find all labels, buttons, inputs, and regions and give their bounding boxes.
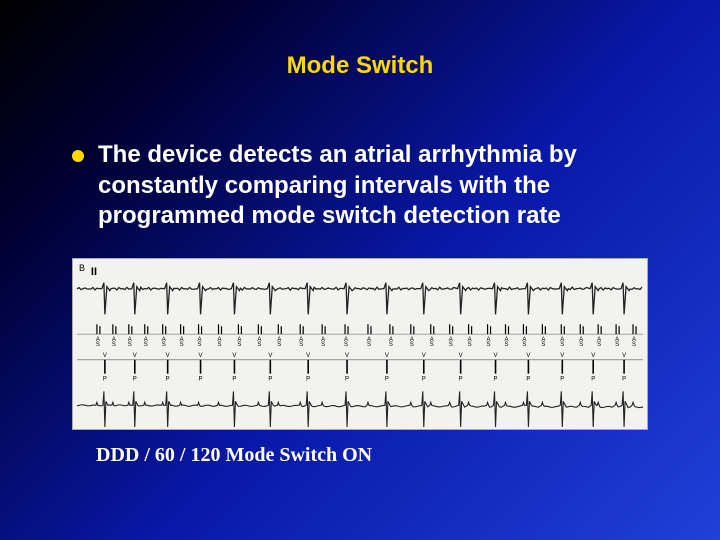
svg-text:S: S — [389, 342, 393, 348]
svg-text:V: V — [133, 353, 137, 359]
svg-text:V: V — [166, 353, 170, 359]
svg-text:S: S — [560, 342, 564, 348]
svg-text:S: S — [299, 342, 303, 348]
svg-text:S: S — [468, 342, 472, 348]
svg-text:S: S — [112, 342, 116, 348]
bullet-row: The device detects an atrial arrhythmia … — [72, 140, 664, 232]
slide-title: Mode Switch — [0, 0, 720, 80]
svg-text:S: S — [410, 342, 414, 348]
svg-text:S: S — [96, 342, 100, 348]
svg-text:S: S — [217, 342, 221, 348]
svg-text:S: S — [257, 342, 261, 348]
svg-text:V: V — [345, 353, 349, 359]
svg-text:S: S — [144, 342, 148, 348]
svg-text:P: P — [591, 377, 595, 383]
svg-text:P: P — [526, 377, 530, 383]
svg-text:S: S — [198, 342, 202, 348]
svg-text:P: P — [199, 377, 203, 383]
svg-text:S: S — [180, 342, 184, 348]
svg-text:S: S — [541, 342, 545, 348]
svg-text:S: S — [487, 342, 491, 348]
svg-text:S: S — [430, 342, 434, 348]
bullet-dot-icon — [72, 150, 84, 162]
svg-text:P: P — [459, 377, 463, 383]
svg-text:V: V — [591, 353, 595, 359]
slide: Mode Switch The device detects an atrial… — [0, 0, 720, 540]
svg-text:P: P — [268, 377, 272, 383]
svg-text:S: S — [449, 342, 453, 348]
svg-text:S: S — [597, 342, 601, 348]
svg-text:S: S — [344, 342, 348, 348]
svg-text:S: S — [162, 342, 166, 348]
svg-text:P: P — [232, 377, 236, 383]
svg-text:V: V — [385, 353, 389, 359]
svg-text:V: V — [268, 353, 272, 359]
svg-text:V: V — [306, 353, 310, 359]
svg-text:S: S — [237, 342, 241, 348]
svg-text:V: V — [103, 353, 107, 359]
rhythm-strip: IIBASASASASASASASASASASASASASASASASASASA… — [72, 258, 648, 430]
svg-text:S: S — [367, 342, 371, 348]
svg-text:B: B — [79, 263, 85, 273]
svg-text:V: V — [622, 353, 626, 359]
svg-text:S: S — [277, 342, 281, 348]
svg-text:V: V — [199, 353, 203, 359]
svg-text:P: P — [422, 377, 426, 383]
svg-text:P: P — [166, 377, 170, 383]
svg-text:II: II — [91, 266, 97, 278]
svg-text:V: V — [560, 353, 564, 359]
svg-text:S: S — [632, 342, 636, 348]
svg-text:P: P — [103, 377, 107, 383]
svg-text:V: V — [494, 353, 498, 359]
svg-text:S: S — [128, 342, 132, 348]
svg-text:P: P — [560, 377, 564, 383]
svg-text:P: P — [306, 377, 310, 383]
svg-text:S: S — [615, 342, 619, 348]
svg-text:P: P — [133, 377, 137, 383]
svg-text:S: S — [579, 342, 583, 348]
body-block: The device detects an atrial arrhythmia … — [72, 140, 664, 232]
bullet-text: The device detects an atrial arrhythmia … — [98, 140, 664, 232]
strip-caption: DDD / 60 / 120 Mode Switch ON — [96, 444, 372, 467]
svg-text:S: S — [504, 342, 508, 348]
svg-text:S: S — [522, 342, 526, 348]
svg-text:P: P — [622, 377, 626, 383]
svg-text:V: V — [422, 353, 426, 359]
svg-text:S: S — [321, 342, 325, 348]
svg-text:V: V — [232, 353, 236, 359]
rhythm-strip-svg: IIBASASASASASASASASASASASASASASASASASASA… — [73, 259, 647, 429]
svg-text:P: P — [345, 377, 349, 383]
svg-text:V: V — [459, 353, 463, 359]
svg-text:V: V — [526, 353, 530, 359]
svg-text:P: P — [494, 377, 498, 383]
svg-text:P: P — [385, 377, 389, 383]
